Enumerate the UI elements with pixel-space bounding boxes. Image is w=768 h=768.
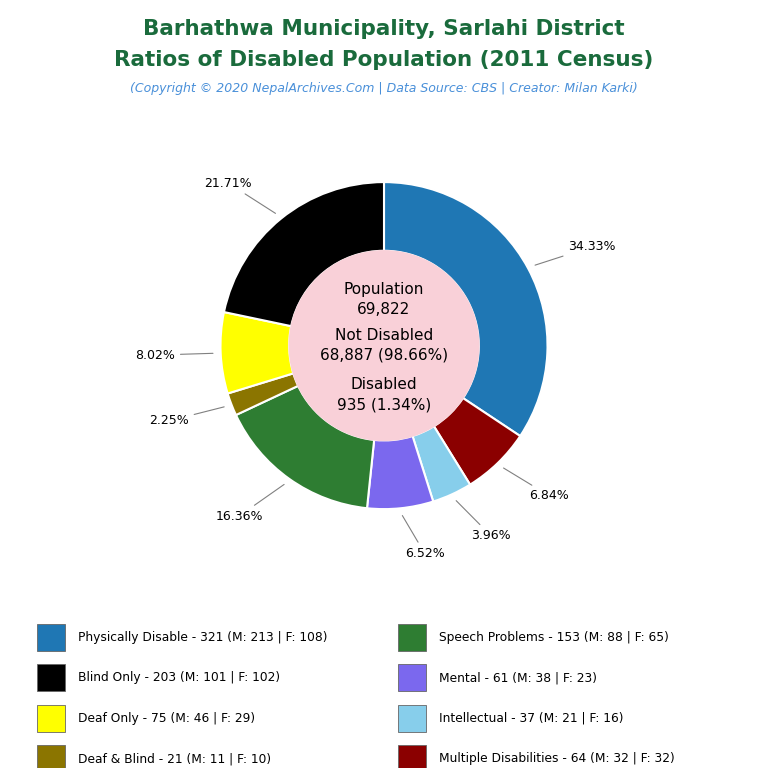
- Wedge shape: [227, 373, 298, 415]
- Text: Deaf & Blind - 21 (M: 11 | F: 10): Deaf & Blind - 21 (M: 11 | F: 10): [78, 753, 271, 766]
- FancyBboxPatch shape: [38, 664, 65, 691]
- Text: Physically Disable - 321 (M: 213 | F: 108): Physically Disable - 321 (M: 213 | F: 10…: [78, 631, 327, 644]
- Text: 3.96%: 3.96%: [456, 501, 511, 542]
- Text: Disabled
935 (1.34%): Disabled 935 (1.34%): [337, 377, 431, 412]
- Text: Intellectual - 37 (M: 21 | F: 16): Intellectual - 37 (M: 21 | F: 16): [439, 712, 624, 725]
- FancyBboxPatch shape: [399, 745, 426, 768]
- Text: Speech Problems - 153 (M: 88 | F: 65): Speech Problems - 153 (M: 88 | F: 65): [439, 631, 669, 644]
- Text: 6.84%: 6.84%: [504, 468, 569, 502]
- Text: 8.02%: 8.02%: [135, 349, 213, 362]
- Wedge shape: [367, 436, 433, 509]
- Wedge shape: [434, 398, 520, 485]
- FancyBboxPatch shape: [38, 705, 65, 732]
- Wedge shape: [412, 426, 470, 502]
- Text: (Copyright © 2020 NepalArchives.Com | Data Source: CBS | Creator: Milan Karki): (Copyright © 2020 NepalArchives.Com | Da…: [130, 82, 638, 95]
- Wedge shape: [220, 312, 293, 393]
- Text: Blind Only - 203 (M: 101 | F: 102): Blind Only - 203 (M: 101 | F: 102): [78, 671, 280, 684]
- Text: Not Disabled
68,887 (98.66%): Not Disabled 68,887 (98.66%): [320, 328, 448, 363]
- Wedge shape: [224, 182, 384, 326]
- Text: Ratios of Disabled Population (2011 Census): Ratios of Disabled Population (2011 Cens…: [114, 50, 654, 70]
- Text: 21.71%: 21.71%: [204, 177, 276, 214]
- Wedge shape: [236, 386, 374, 508]
- Text: Mental - 61 (M: 38 | F: 23): Mental - 61 (M: 38 | F: 23): [439, 671, 597, 684]
- Text: 6.52%: 6.52%: [402, 515, 445, 561]
- Text: Population
69,822: Population 69,822: [344, 283, 424, 317]
- Wedge shape: [384, 182, 548, 436]
- FancyBboxPatch shape: [399, 705, 426, 732]
- Text: Barhathwa Municipality, Sarlahi District: Barhathwa Municipality, Sarlahi District: [143, 19, 625, 39]
- Circle shape: [290, 251, 478, 440]
- FancyBboxPatch shape: [38, 624, 65, 651]
- Text: 16.36%: 16.36%: [215, 485, 284, 523]
- Text: 34.33%: 34.33%: [535, 240, 616, 265]
- FancyBboxPatch shape: [399, 664, 426, 691]
- Text: Deaf Only - 75 (M: 46 | F: 29): Deaf Only - 75 (M: 46 | F: 29): [78, 712, 255, 725]
- FancyBboxPatch shape: [38, 745, 65, 768]
- Text: 2.25%: 2.25%: [149, 407, 224, 427]
- Text: Multiple Disabilities - 64 (M: 32 | F: 32): Multiple Disabilities - 64 (M: 32 | F: 3…: [439, 753, 674, 766]
- FancyBboxPatch shape: [399, 624, 426, 651]
